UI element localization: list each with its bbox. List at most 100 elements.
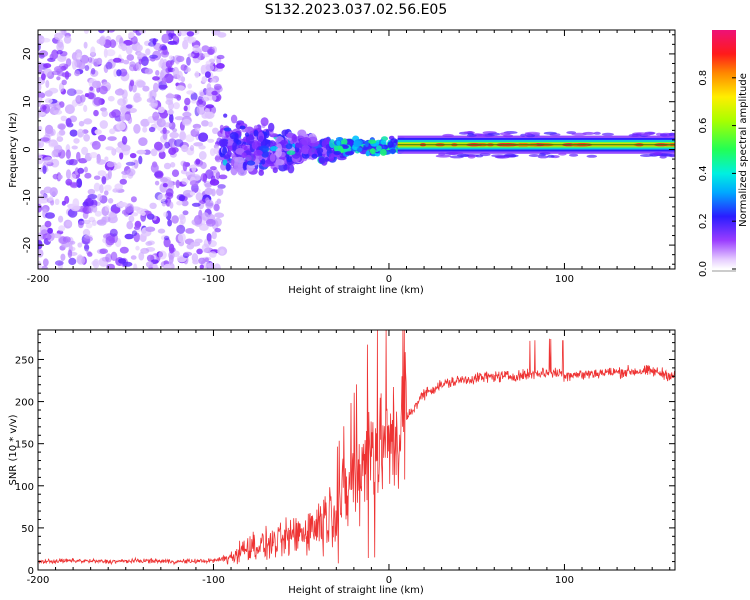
heat-cell [78, 158, 88, 164]
heat-cell [42, 165, 47, 175]
heat-cell [190, 241, 201, 247]
heat-cell [38, 260, 42, 269]
heat-cell [198, 257, 206, 264]
heat-cell [246, 160, 256, 166]
heat-cell [126, 54, 135, 61]
heat-cell [131, 212, 139, 217]
heat-cell [78, 61, 86, 70]
heat-cell [186, 56, 191, 66]
heat-cell [104, 205, 110, 212]
heat-cell [51, 70, 61, 75]
heat-cell [586, 154, 598, 158]
heat-cell [178, 194, 185, 202]
heat-cell [83, 30, 89, 34]
heat-cell [104, 156, 109, 162]
heat-cell [229, 132, 239, 140]
heat-cell [125, 45, 133, 55]
heat-cell [185, 134, 195, 143]
heat-cell [170, 162, 176, 168]
heat-cell [52, 233, 62, 239]
heat-cell [196, 248, 203, 255]
heat-cell [179, 214, 186, 225]
heat-cell [499, 132, 511, 136]
heat-cell [219, 249, 225, 255]
heat-cell [60, 253, 66, 261]
heat-cell [260, 117, 269, 127]
heat-cell [189, 36, 197, 43]
heat-cell [51, 142, 59, 147]
heat-cell [167, 180, 174, 188]
heat-cell [58, 215, 64, 223]
heat-cell [311, 153, 318, 159]
y-tick-label: 100 [15, 482, 34, 493]
heat-cell [91, 219, 97, 226]
heat-cell [140, 211, 146, 216]
y-tick-label: 50 [21, 524, 34, 535]
heat-cell [85, 222, 93, 229]
heat-cell [149, 102, 158, 107]
colorbar-ticks: 0.0 0.2 0.4 0.6 0.8 [698, 70, 736, 277]
heat-cell [65, 220, 72, 227]
heat-cell [201, 76, 208, 83]
heat-cell [113, 68, 118, 78]
heat-cell [111, 109, 121, 118]
heat-cell [138, 155, 143, 165]
x-tick-label: 0 [386, 575, 392, 586]
heat-cell [121, 135, 128, 145]
heat-cell [191, 99, 197, 104]
heat-cell [253, 149, 263, 156]
heat-cell [42, 233, 52, 241]
heat-cell [104, 184, 112, 191]
heat-cell [201, 120, 209, 127]
heat-cell [153, 171, 163, 178]
heat-cell [569, 153, 579, 157]
heat-cell [138, 251, 145, 261]
heat-cell [91, 260, 99, 266]
heat-cell [136, 52, 144, 58]
heat-cell [128, 215, 135, 223]
heat-cell [167, 219, 173, 227]
heat-cell [547, 154, 555, 158]
heat-cell [69, 173, 77, 180]
colorbar-label: Normalized spectral amplitude [738, 73, 749, 227]
heat-cell [64, 70, 70, 80]
heat-cell [89, 86, 94, 91]
heat-cell [335, 137, 344, 141]
heat-cell [99, 184, 104, 194]
heat-cell [43, 63, 52, 69]
heat-cell [119, 68, 128, 77]
heat-cell [119, 152, 124, 160]
heat-cell [158, 60, 163, 68]
heat-cell [117, 98, 127, 106]
heat-cell [259, 145, 269, 153]
heat-cell [142, 126, 148, 133]
heat-cell [65, 178, 73, 186]
heat-cell [78, 120, 85, 127]
heat-cell [328, 153, 335, 162]
colorbar-tick-label: 0.0 [698, 261, 709, 277]
y-tick-label: 200 [15, 398, 34, 409]
heat-cell [61, 79, 67, 86]
heat-cell [133, 225, 140, 230]
heat-cell [222, 159, 228, 166]
heat-cell [105, 235, 115, 246]
heat-cell [286, 150, 296, 155]
heat-cell [109, 128, 116, 135]
heat-cell [187, 83, 192, 89]
heat-cell [126, 104, 133, 109]
heat-cell [84, 172, 92, 179]
heat-cell [116, 121, 126, 131]
y-tick-label: 0 [22, 146, 33, 152]
heat-cell [182, 39, 189, 50]
heat-cell [44, 220, 52, 228]
heat-cell [524, 133, 533, 136]
heat-cell [199, 223, 209, 231]
y-tick-label: 150 [15, 440, 34, 451]
heat-cell [241, 152, 247, 159]
heat-cell [233, 161, 241, 171]
heat-cell [205, 218, 216, 227]
heat-cell [130, 36, 138, 45]
heat-cell [56, 41, 65, 52]
heat-cell [38, 109, 42, 118]
heat-cell [157, 193, 167, 202]
